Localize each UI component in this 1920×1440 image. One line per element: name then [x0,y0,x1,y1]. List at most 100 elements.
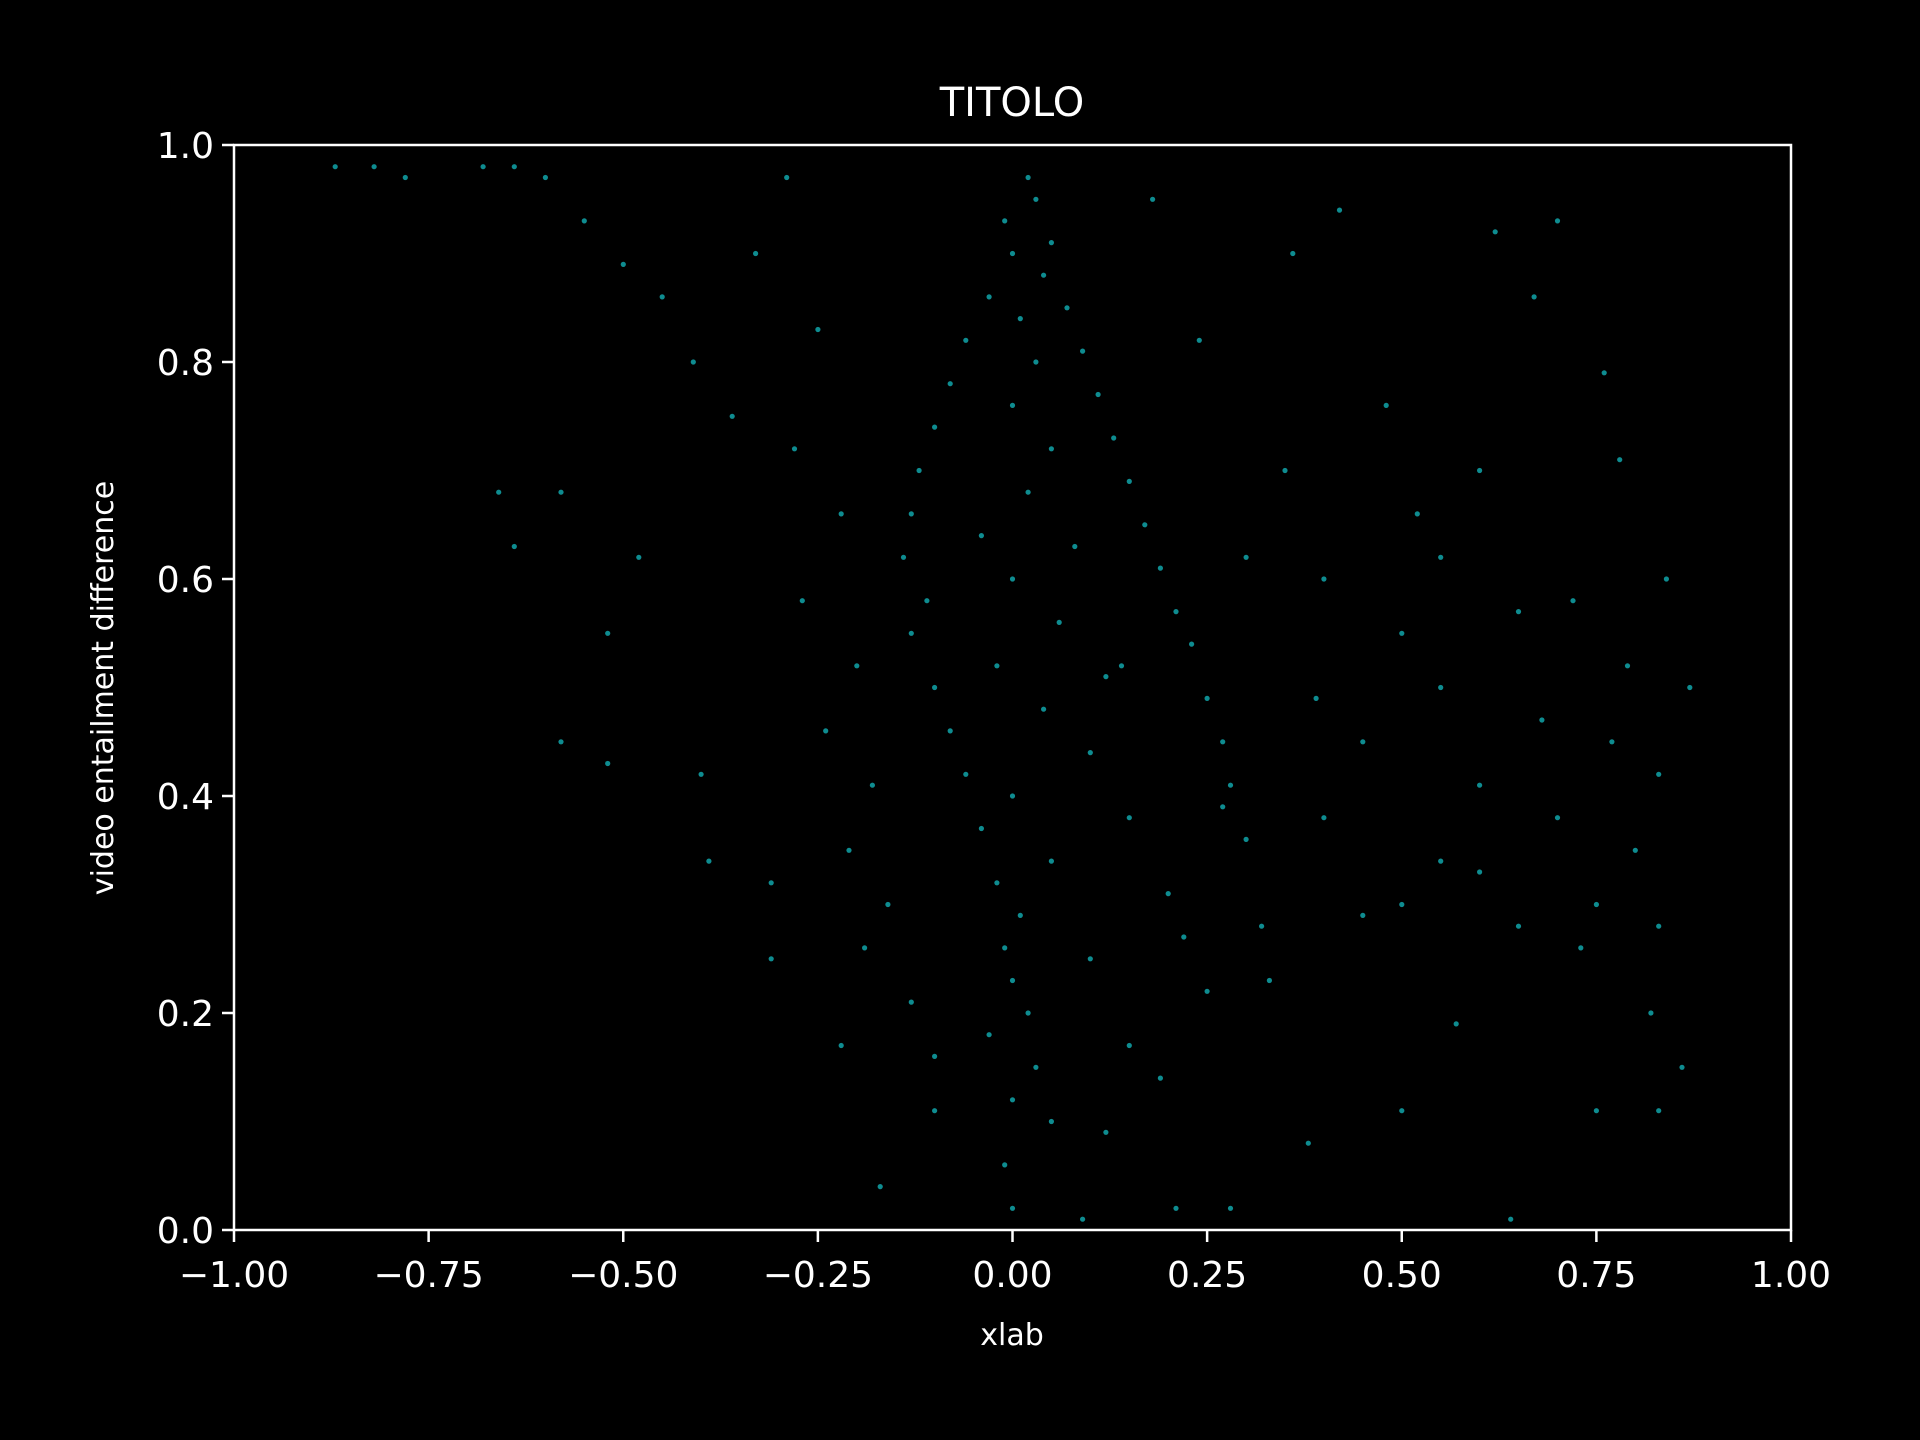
data-point [1048,858,1054,864]
data-point [1414,511,1420,517]
data-point [963,337,969,343]
points-layer [332,164,1693,1222]
data-point [823,728,829,734]
data-point [1266,977,1272,984]
data-point [1142,522,1148,528]
data-point [1103,674,1109,680]
data-point [1383,402,1389,408]
data-point [932,1108,938,1114]
data-point [1157,1075,1163,1081]
chart-title: TITOLO [939,80,1085,126]
data-point [1025,174,1031,181]
data-point [1056,619,1062,626]
data-point [1492,229,1498,235]
data-point [605,760,611,767]
data-point [963,771,969,777]
data-point [1438,684,1444,691]
x-axis-ticks: −1.00 −0.75 −0.50 −0.25 0.00 0.25 0.50 0.75 1.00 [179,1230,1831,1296]
data-point [1196,337,1202,343]
data-point [1438,858,1444,864]
x-tick-label: 0.25 [1167,1255,1247,1296]
data-point [1072,543,1078,550]
data-point [1009,402,1016,408]
data-point [768,956,774,962]
data-point [558,739,564,745]
data-point [1111,435,1117,441]
data-point [1399,630,1405,636]
data-point [332,164,338,170]
data-point [1609,739,1615,745]
data-point [1663,576,1669,582]
data-point [1313,695,1319,702]
x-tick-label: 0.00 [972,1255,1052,1296]
data-point [1220,804,1226,810]
data-point [1173,609,1179,615]
data-point [1321,815,1327,821]
data-point [900,554,907,560]
data-point [1181,934,1187,940]
data-point [1360,912,1366,919]
data-point [947,728,953,734]
data-point [1087,750,1093,756]
data-point [1033,196,1039,202]
y-axis-ticks: 0.0 0.2 0.4 0.6 0.8 1.0 [157,126,234,1252]
data-point [1017,912,1023,919]
data-point [784,174,790,181]
data-point [1321,576,1327,582]
data-point [1165,891,1171,897]
data-point [1290,250,1296,257]
data-point [1508,1216,1514,1222]
data-point [1227,782,1234,788]
data-point [480,164,486,170]
data-point [1150,196,1156,202]
data-point [1554,218,1561,224]
data-point [916,467,922,474]
data-point [932,684,938,691]
data-point [1570,598,1576,604]
data-point [511,543,517,550]
data-point [1477,467,1483,474]
data-point [1453,1021,1459,1027]
data-point [620,261,626,267]
data-point [1679,1064,1685,1070]
data-point [908,511,914,517]
data-point [932,1053,938,1059]
data-point [1243,554,1249,560]
data-point [924,598,930,604]
data-point [815,326,821,333]
data-point [605,630,611,636]
x-tick-label: 1.00 [1751,1255,1831,1296]
data-point [908,999,914,1005]
data-point [1578,945,1584,951]
data-point [1080,348,1086,354]
data-point [1656,923,1662,929]
data-point [862,945,868,951]
y-tick-label: 0.6 [157,560,214,601]
data-point [846,847,852,853]
data-point [1103,1129,1109,1135]
data-point [1189,641,1195,647]
data-point [496,489,502,495]
data-point [1399,901,1405,908]
data-point [706,858,712,864]
data-point [1126,478,1132,484]
data-point [1009,1097,1016,1103]
data-point [799,598,805,604]
data-point [636,554,642,560]
data-point [1259,923,1265,929]
x-tick-label: 0.50 [1362,1255,1442,1296]
data-point [932,424,938,430]
data-point [1009,576,1016,582]
data-point [854,663,860,669]
data-point [1095,391,1101,398]
data-point [1033,1064,1039,1070]
data-point [542,174,549,181]
data-point [698,771,704,777]
data-point [1048,240,1054,246]
data-point [885,901,891,908]
y-tick-label: 0.4 [157,777,214,818]
data-point [994,663,1000,669]
data-point [1632,847,1638,853]
data-point [1477,782,1483,788]
